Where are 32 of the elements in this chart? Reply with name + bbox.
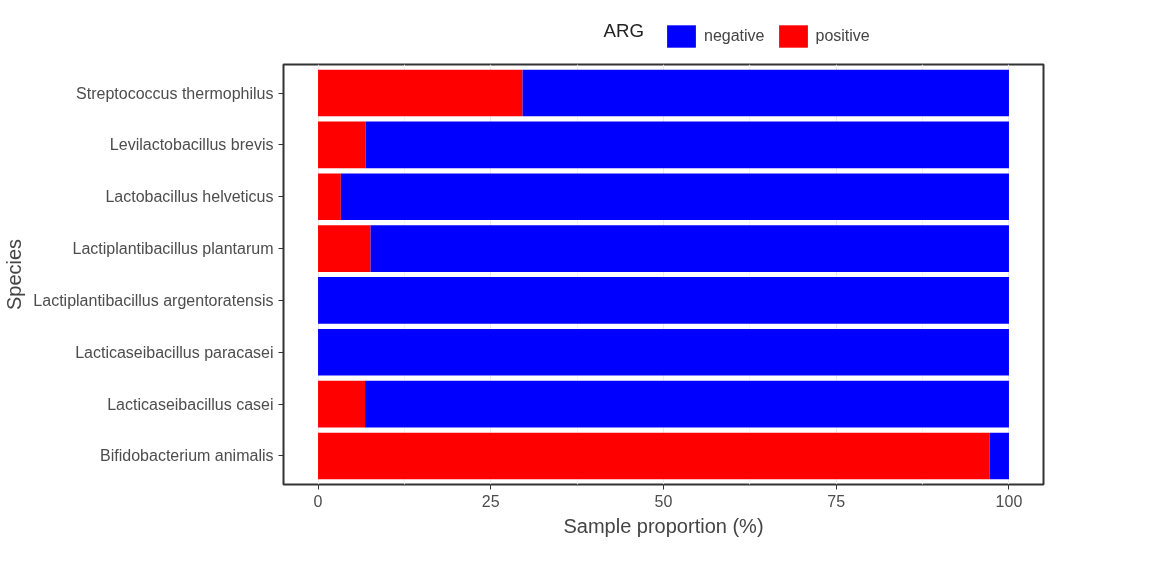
bar xyxy=(318,121,366,169)
x-tick-label: 50 xyxy=(654,492,673,510)
y-tick-label: Bifidobacterium animalis xyxy=(100,447,274,465)
y-tick-label: Streptococcus thermophilus xyxy=(76,84,274,102)
y-tick-label: Lacticaseibacillus casei xyxy=(107,395,274,413)
bar xyxy=(318,380,366,428)
bar xyxy=(522,69,1009,117)
bar xyxy=(318,432,990,480)
bar xyxy=(318,328,1009,376)
legend-title: ARG xyxy=(603,19,644,41)
x-tick-label: 75 xyxy=(827,492,846,510)
y-tick-label: Lactiplantibacillus argentoratensis xyxy=(33,291,274,309)
bar xyxy=(365,380,1009,428)
x-tick-label: 100 xyxy=(995,492,1023,510)
bar xyxy=(318,69,523,117)
bar xyxy=(340,173,1009,221)
bar xyxy=(318,173,341,221)
x-axis-title: Sample proportion (%) xyxy=(563,514,764,537)
legend-label: negative xyxy=(704,27,765,45)
y-tick-label: Levilactobacillus brevis xyxy=(109,136,274,154)
bar xyxy=(989,432,1009,480)
x-tick-label: 25 xyxy=(481,492,500,510)
y-axis-title: Species xyxy=(3,238,26,311)
bar xyxy=(365,121,1009,169)
bar xyxy=(370,225,1009,272)
bar xyxy=(318,277,1009,324)
y-tick-label: Lacticaseibacillus paracasei xyxy=(75,343,274,361)
x-tick-label: 0 xyxy=(313,492,323,510)
y-tick-label: Lactiplantibacillus plantarum xyxy=(72,240,274,258)
y-tick-label: Lactobacillus helveticus xyxy=(105,188,274,206)
legend-label: positive xyxy=(815,27,871,45)
bar xyxy=(318,225,371,272)
